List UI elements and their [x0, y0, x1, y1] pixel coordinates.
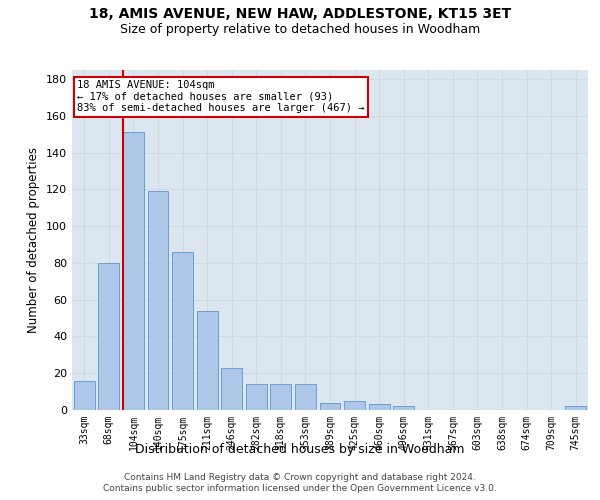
Text: Size of property relative to detached houses in Woodham: Size of property relative to detached ho… [120, 22, 480, 36]
Bar [344, 401, 365, 410]
Text: Contains public sector information licensed under the Open Government Licence v3: Contains public sector information licen… [103, 484, 497, 493]
Bar [295, 384, 316, 410]
Y-axis label: Number of detached properties: Number of detached properties [28, 147, 40, 333]
Bar [565, 406, 586, 410]
Bar [123, 132, 144, 410]
Text: 18 AMIS AVENUE: 104sqm
← 17% of detached houses are smaller (93)
83% of semi-det: 18 AMIS AVENUE: 104sqm ← 17% of detached… [77, 80, 365, 114]
Text: 18, AMIS AVENUE, NEW HAW, ADDLESTONE, KT15 3ET: 18, AMIS AVENUE, NEW HAW, ADDLESTONE, KT… [89, 8, 511, 22]
Text: Contains HM Land Registry data © Crown copyright and database right 2024.: Contains HM Land Registry data © Crown c… [124, 472, 476, 482]
Bar [320, 402, 340, 410]
Bar [393, 406, 414, 410]
Text: Distribution of detached houses by size in Woodham: Distribution of detached houses by size … [135, 442, 465, 456]
Bar [368, 404, 389, 410]
Bar [148, 192, 169, 410]
Bar [271, 384, 292, 410]
Bar [74, 380, 95, 410]
Bar [197, 311, 218, 410]
Bar [246, 384, 267, 410]
Bar [172, 252, 193, 410]
Bar [221, 368, 242, 410]
Bar [98, 263, 119, 410]
